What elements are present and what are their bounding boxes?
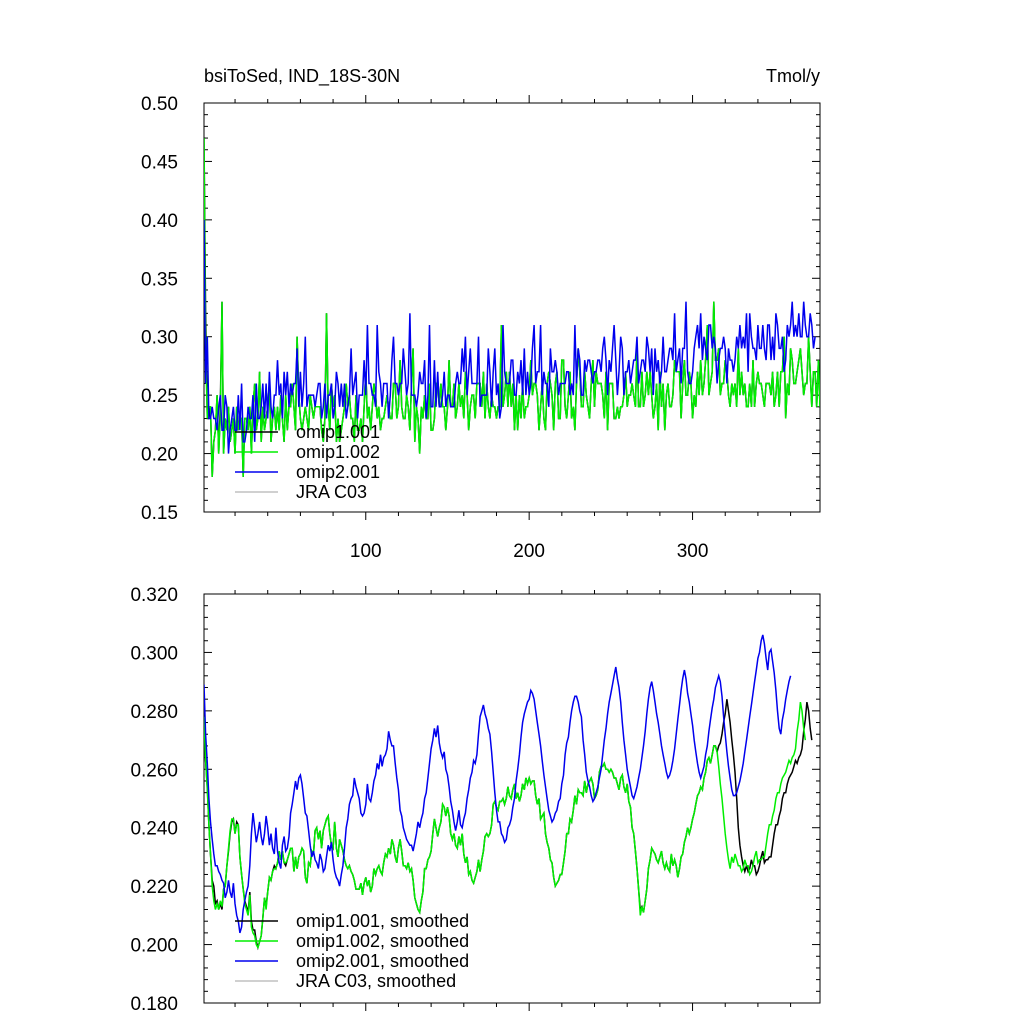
- y-tick-label: 0.30: [141, 328, 178, 349]
- y-tick-label: 0.240: [130, 819, 178, 840]
- series-line-1: [204, 701, 807, 950]
- plot-frame: [203, 593, 821, 1004]
- top-panel: bsiToSed, IND_18S-30N Tmol/y 0.15 0.20 0.2…: [141, 66, 821, 562]
- legend-label: JRA C03, smoothed: [296, 971, 456, 991]
- legend-label: JRA C03: [296, 482, 367, 502]
- x-tick-label: 300: [677, 541, 709, 562]
- y-tick-label: 0.220: [130, 877, 178, 898]
- legend-label: omip1.002, smoothed: [296, 931, 469, 951]
- top-series-group: [204, 138, 820, 477]
- y-tick-label: 0.320: [130, 585, 178, 606]
- y-tick-label: 0.260: [130, 760, 178, 781]
- series-line-1: [204, 138, 820, 477]
- bottom-series-group: [204, 634, 813, 951]
- y-tick-label: 0.45: [141, 152, 178, 173]
- units-label: Tmol/y: [766, 66, 820, 86]
- x-tick-label: 100: [350, 541, 382, 562]
- legend-label: omip1.001: [296, 422, 380, 442]
- y-tick-label: 0.280: [130, 702, 178, 723]
- legend-label: omip2.001: [296, 462, 380, 482]
- y-tick-label: 0.25: [141, 386, 178, 407]
- y-tick-label: 0.40: [141, 211, 178, 232]
- legend-label: omip1.002: [296, 442, 380, 462]
- plot-frame: [203, 102, 821, 513]
- y-tick-label: 0.300: [130, 643, 178, 664]
- y-tick-label: 0.50: [141, 94, 178, 115]
- y-tick-label: 0.200: [130, 936, 178, 957]
- y-tick-label: 0.20: [141, 445, 178, 466]
- bottom-axes: 0.180 0.200 0.220 0.240 0.260 0.280 0.300 0.320: [130, 585, 821, 1015]
- series-line-2: [204, 634, 792, 934]
- y-tick-label: 0.15: [141, 503, 178, 524]
- series-line-2: [204, 219, 816, 454]
- bottom-panel: 0.180 0.200 0.220 0.240 0.260 0.280 0.300 0.320…: [130, 585, 821, 1015]
- top-axes: 0.15 0.20 0.25 0.30 0.35 0.40 0.45 0.50 100 200 30…: [141, 94, 821, 562]
- y-tick-label: 0.180: [130, 994, 178, 1015]
- legend-label: omip1.001, smoothed: [296, 911, 469, 931]
- chart-title: bsiToSed, IND_18S-30N: [204, 66, 400, 87]
- legend-label: omip2.001, smoothed: [296, 951, 469, 971]
- y-tick-label: 0.35: [141, 269, 178, 290]
- x-tick-label: 200: [513, 541, 545, 562]
